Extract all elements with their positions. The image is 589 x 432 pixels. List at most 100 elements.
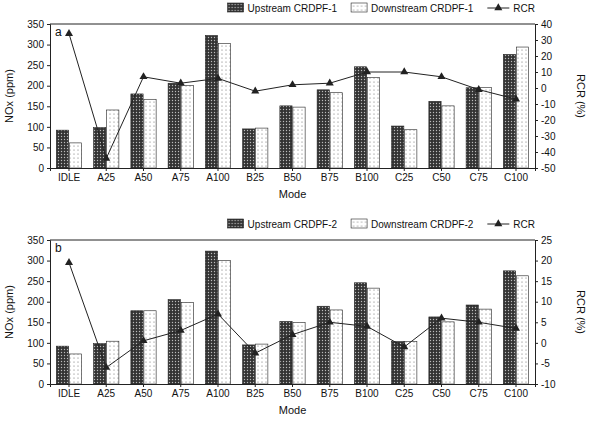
y2-axis-title: RCR (%) bbox=[575, 290, 587, 334]
y2-axis-tick-label: 0 bbox=[541, 83, 547, 94]
x-axis-tick-label: A75 bbox=[172, 388, 190, 399]
y2-axis-tick-label: 40 bbox=[541, 19, 553, 30]
y-axis-tick-label: 350 bbox=[27, 19, 44, 30]
x-axis-tick: C50 bbox=[432, 168, 451, 183]
bar bbox=[479, 87, 491, 168]
y2-axis-tick: 25 bbox=[535, 235, 553, 246]
bar bbox=[168, 83, 180, 168]
y-axis: 050100150200250300350 bbox=[27, 235, 50, 390]
bar bbox=[243, 129, 255, 168]
x-axis-tick: B50 bbox=[284, 384, 302, 399]
y2-axis-tick: -10 bbox=[535, 379, 556, 390]
y2-axis-tick-mark bbox=[535, 88, 538, 89]
y-axis-tick-label: 50 bbox=[33, 142, 45, 153]
bar bbox=[293, 107, 305, 168]
bar bbox=[280, 106, 292, 168]
y2-axis-tick-label: 5 bbox=[541, 317, 547, 328]
y-axis-tick: 100 bbox=[27, 122, 50, 133]
y-axis-tick: 50 bbox=[33, 142, 50, 153]
x-axis-tick-mark bbox=[217, 384, 218, 387]
y-axis-tick-mark bbox=[47, 65, 50, 66]
bar bbox=[367, 77, 379, 168]
legend-swatch bbox=[228, 219, 244, 228]
bar bbox=[205, 251, 217, 384]
y-axis: 050100150200250300350 bbox=[27, 19, 50, 174]
y2-axis-tick-label: 0 bbox=[541, 338, 547, 349]
y2-axis-tick-mark bbox=[535, 136, 538, 137]
bar bbox=[392, 126, 404, 168]
legend-item: RCR bbox=[487, 3, 535, 14]
legend-item: Downstream CRDPF-1 bbox=[351, 3, 474, 14]
y2-axis-tick-mark bbox=[535, 281, 538, 282]
y-axis-tick-mark bbox=[47, 281, 50, 282]
y2-axis-tick-label: -30 bbox=[541, 131, 556, 142]
x-axis-tick-label: A25 bbox=[97, 172, 115, 183]
y2-axis-tick: 30 bbox=[535, 35, 553, 46]
y-axis-tick-label: 250 bbox=[27, 60, 44, 71]
y-axis-tick: 250 bbox=[27, 60, 50, 71]
x-axis-tick-mark bbox=[441, 384, 442, 387]
bar bbox=[181, 303, 193, 384]
marker bbox=[400, 342, 408, 349]
y2-axis-title: RCR (%) bbox=[575, 74, 587, 118]
y-axis-tick: 300 bbox=[27, 39, 50, 50]
bar bbox=[144, 99, 156, 168]
y-axis-title: NOx (ppm) bbox=[3, 285, 15, 339]
y2-axis-tick-mark bbox=[535, 261, 538, 262]
marker bbox=[400, 67, 408, 74]
legend: Upstream CRDPF-1 Downstream CRDPF-1 RCR bbox=[228, 3, 535, 14]
x-axis-tick: B100 bbox=[355, 168, 379, 183]
x-axis-tick: IDLE bbox=[58, 168, 81, 183]
legend-item: Upstream CRDPF-2 bbox=[228, 219, 338, 230]
y2-axis-tick-label: -5 bbox=[541, 358, 550, 369]
legend-label: RCR bbox=[513, 3, 535, 14]
x-axis-tick-mark bbox=[478, 168, 479, 171]
y2-axis-tick-label: 30 bbox=[541, 35, 553, 46]
x-axis-tick-label: B100 bbox=[355, 388, 379, 399]
bar bbox=[181, 85, 193, 168]
legend-item: Upstream CRDPF-1 bbox=[228, 3, 338, 14]
marker bbox=[177, 326, 185, 333]
x-axis-tick-label: A50 bbox=[135, 172, 153, 183]
y-axis-tick-label: 50 bbox=[33, 358, 45, 369]
x-axis-tick: C50 bbox=[432, 384, 451, 399]
marker bbox=[326, 318, 334, 325]
y2-axis-line bbox=[536, 25, 539, 169]
y-axis-tick-mark bbox=[47, 322, 50, 323]
line bbox=[69, 263, 516, 368]
x-axis-tick-mark bbox=[255, 384, 256, 387]
x-axis-title: Mode bbox=[279, 188, 307, 200]
y-axis-tick-label: 200 bbox=[27, 296, 44, 307]
panel: IDLEA25A50A75A100B25B50B75B100C25C50C75C… bbox=[3, 219, 587, 416]
x-axis-tick-mark bbox=[367, 168, 368, 171]
y-axis-tick-label: 300 bbox=[27, 39, 44, 50]
bar bbox=[317, 90, 329, 168]
y2-axis-line bbox=[536, 241, 539, 385]
marker bbox=[437, 314, 445, 321]
y2-axis-tick: 10 bbox=[535, 67, 553, 78]
marker bbox=[475, 85, 483, 92]
y-axis-tick: 150 bbox=[27, 317, 50, 328]
y2-axis-tick-mark bbox=[535, 343, 538, 344]
panel-label: a bbox=[55, 25, 62, 39]
legend-swatch bbox=[351, 3, 367, 12]
marker bbox=[363, 67, 371, 74]
legend: Upstream CRDPF-2Downstream CRDPF-2RCR bbox=[228, 219, 535, 230]
x-axis-tick-label: A75 bbox=[172, 172, 190, 183]
x-axis-tick-mark bbox=[143, 384, 144, 387]
y2-axis-tick-mark bbox=[535, 302, 538, 303]
y-axis-tick-mark bbox=[47, 240, 50, 241]
y2-axis-tick-mark bbox=[535, 322, 538, 323]
x-axis-tick: B75 bbox=[321, 168, 339, 183]
bar bbox=[317, 306, 329, 384]
bar bbox=[354, 67, 366, 168]
bar bbox=[293, 323, 305, 384]
x-axis-tick-label: A25 bbox=[97, 388, 115, 399]
bar bbox=[218, 43, 230, 168]
y2-axis-tick-mark bbox=[535, 104, 538, 105]
bar bbox=[69, 143, 81, 168]
marker bbox=[214, 74, 222, 81]
y-axis-tick-mark bbox=[47, 302, 50, 303]
bar bbox=[205, 36, 217, 168]
y2-axis-tick-label: -10 bbox=[541, 379, 556, 390]
